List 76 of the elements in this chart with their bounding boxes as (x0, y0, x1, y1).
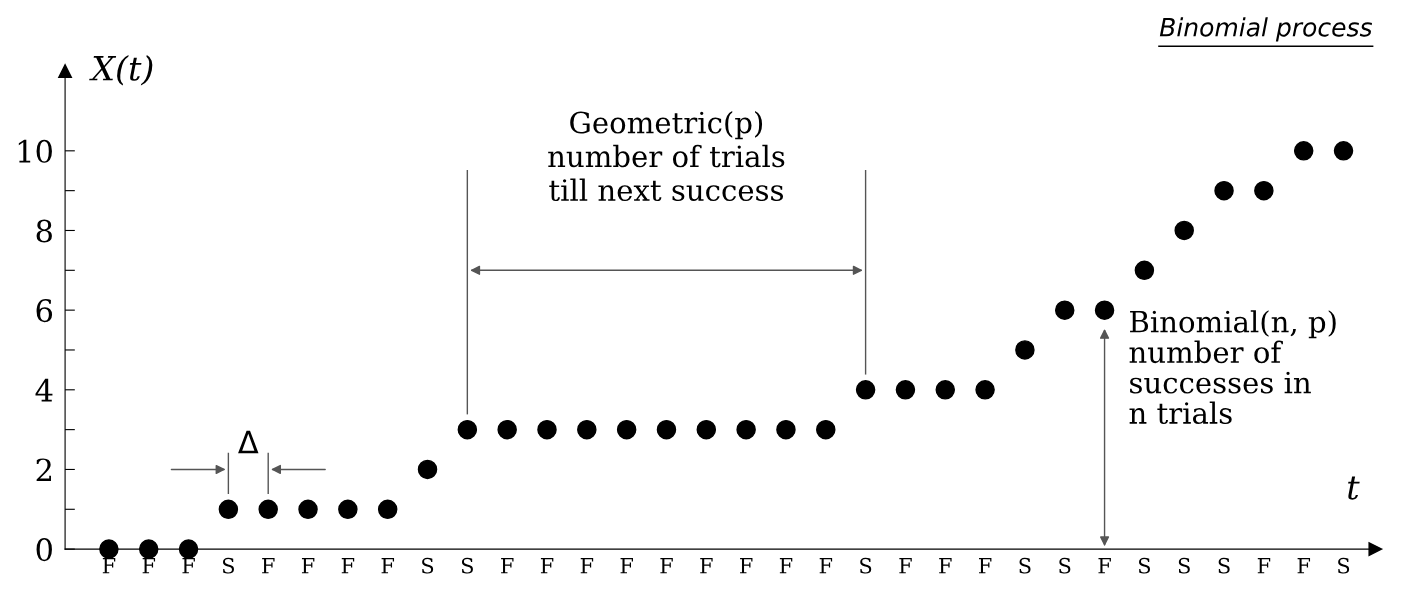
y-tick-label: 10 (18, 139, 52, 163)
point (1015, 340, 1035, 360)
x-tick-label: S (1139, 557, 1150, 574)
point (258, 499, 278, 520)
x-tick-label: F (819, 558, 833, 574)
x-tick-label: F (700, 558, 713, 574)
point (975, 380, 995, 400)
point (218, 499, 239, 520)
x-tick-label: F (620, 558, 633, 574)
x-tick-label: F (381, 558, 395, 574)
y-tick-label: 4 (35, 378, 53, 402)
y-tick-label: 0 (36, 538, 52, 562)
x-tick-label: F (899, 558, 912, 574)
point (537, 419, 557, 440)
x-tick-label: F (580, 558, 594, 574)
point (417, 459, 438, 480)
x-tick-label: F (939, 558, 952, 574)
point (1214, 180, 1234, 201)
point (1293, 141, 1314, 161)
x-tick-label: F (740, 558, 753, 574)
x-tick-label: F (1098, 558, 1111, 574)
x-axis-title: t (1348, 476, 1360, 500)
point (457, 419, 478, 440)
chart-title: Binomial process (1159, 17, 1373, 42)
x-tick-label: S (1019, 557, 1031, 574)
point (1094, 300, 1115, 320)
point (1174, 220, 1194, 241)
point (577, 419, 597, 440)
x-tick-label: F (660, 558, 673, 574)
point (497, 419, 517, 440)
point (776, 419, 796, 440)
point (1333, 141, 1354, 161)
x-tick-label: S (860, 557, 872, 574)
point (298, 499, 318, 520)
point (1254, 180, 1274, 201)
point (178, 539, 199, 559)
point (736, 419, 756, 440)
point (616, 419, 637, 440)
y-axis-title: X(t) (89, 55, 153, 86)
point (855, 380, 876, 400)
x-tick-label: S (1178, 557, 1190, 574)
point (935, 380, 956, 400)
x-tick-label: S (1059, 557, 1071, 574)
annotation: Δ (238, 430, 259, 454)
x-tick-label: S (461, 557, 473, 574)
x-tick-label: S (1338, 557, 1350, 574)
x-tick-label: S (222, 557, 234, 574)
point (1134, 260, 1155, 281)
x-tick-label: F (102, 558, 116, 574)
point (696, 419, 717, 440)
point (138, 539, 159, 559)
point (895, 380, 916, 400)
x-tick-label: F (182, 558, 195, 574)
x-tick-label: F (142, 558, 156, 574)
point (99, 539, 119, 559)
annotation: Geometric(p) number of trials till next success (548, 110, 785, 202)
x-tick-label: S (422, 557, 434, 574)
point (816, 419, 836, 440)
y-tick-label: 8 (36, 219, 52, 243)
x-tick-label: F (301, 558, 315, 574)
y-tick-label: 6 (36, 299, 53, 323)
x-tick-label: F (1257, 558, 1271, 574)
x-tick-label: S (1218, 557, 1230, 574)
point (338, 499, 358, 520)
x-tick-label: F (1297, 558, 1311, 574)
annotation: Binomial(n, p) number of successes in n trials (1129, 310, 1336, 425)
x-tick-label: F (262, 558, 275, 574)
x-tick-label: F (501, 558, 514, 574)
point (377, 499, 398, 520)
point (656, 419, 677, 440)
x-tick-label: F (341, 558, 355, 574)
x-tick-label: F (540, 558, 554, 574)
x-tick-label: F (779, 558, 793, 574)
y-tick-label: 2 (36, 458, 51, 482)
point (1054, 300, 1075, 320)
x-tick-label: F (979, 558, 992, 574)
